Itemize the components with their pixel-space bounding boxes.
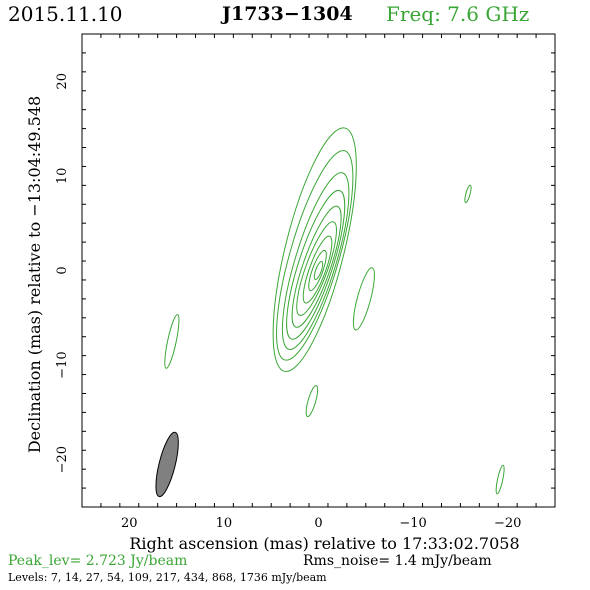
contour-main-27	[281, 172, 350, 350]
y-tick-label: 20	[55, 73, 70, 90]
contour-blob-sw-far	[495, 464, 505, 495]
contour-main-14	[276, 150, 354, 361]
beam-layer	[155, 431, 179, 498]
contour-levels: Levels: 7, 14, 27, 54, 109, 217, 434, 86…	[8, 571, 327, 584]
y-tick-label: 0	[55, 266, 70, 274]
source-name: J1733−1304	[222, 3, 353, 25]
contour-main-54	[286, 189, 346, 340]
axis-tick-labels: 20 10 0 −10 −20 20 10 0 −10 −20	[55, 73, 521, 531]
y-tick-label: −10	[55, 351, 70, 378]
x-tick-label: −10	[399, 516, 426, 531]
y-tick-label: 10	[55, 168, 70, 185]
contour-main-434	[302, 235, 333, 304]
contour-main-109	[291, 205, 342, 328]
y-axis-title: Declination (mas) relative to −13:04:49.…	[25, 96, 44, 453]
contour-blob-ne-far	[464, 184, 472, 204]
rms-noise: Rms_noise= 1.4 mJy/beam	[303, 553, 492, 569]
contour-blob-east	[164, 314, 180, 369]
x-tick-label: 20	[121, 516, 138, 531]
contour-main-217	[296, 221, 337, 316]
x-tick-label: 0	[314, 516, 322, 531]
x-tick-label: −20	[494, 516, 521, 531]
contour-main-7	[272, 127, 357, 373]
y-tick-label: −20	[55, 446, 70, 473]
contour-blob-west	[352, 267, 375, 331]
x-tick-label: 10	[216, 516, 233, 531]
contour-main-1736	[313, 261, 324, 280]
contour-main-868	[308, 249, 327, 292]
contour-blob-south	[305, 385, 319, 418]
x-axis-title: Right ascension (mas) relative to 17:33:…	[129, 534, 519, 553]
contour-layer	[164, 127, 505, 495]
axis-ticks	[81, 33, 556, 508]
peak-level: Peak_lev= 2.723 Jy/beam	[8, 553, 188, 569]
restoring-beam	[155, 431, 179, 498]
plot-frame	[81, 33, 556, 508]
epoch-date: 2015.11.10	[8, 2, 123, 26]
observing-frequency: Freq: 7.6 GHz	[386, 2, 530, 26]
